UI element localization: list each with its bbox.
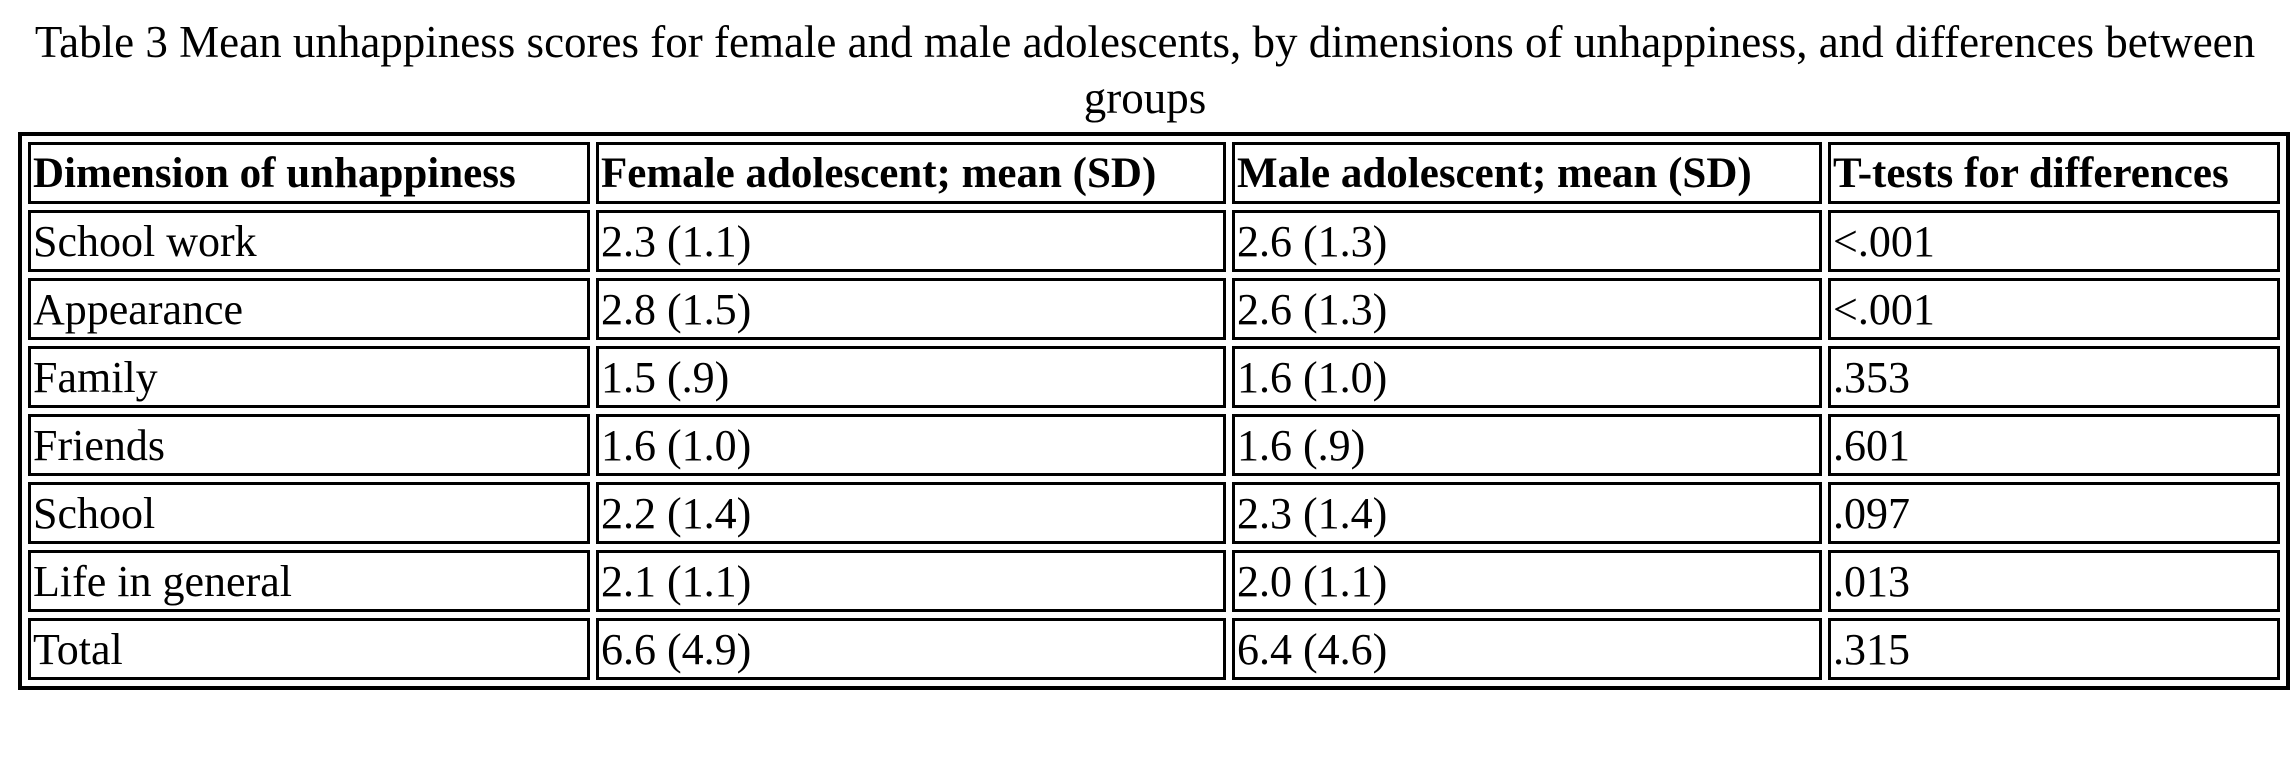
- cell-female: 2.8 (1.5): [596, 278, 1226, 340]
- data-table: Dimension of unhappiness Female adolesce…: [18, 132, 2290, 690]
- cell-dimension: Appearance: [28, 278, 590, 340]
- cell-ttest: .097: [1828, 482, 2280, 544]
- table-row: School 2.2 (1.4) 2.3 (1.4) .097: [28, 482, 2280, 544]
- table-row: School work 2.3 (1.1) 2.6 (1.3) <.001: [28, 210, 2280, 272]
- table-row: Friends 1.6 (1.0) 1.6 (.9) .601: [28, 414, 2280, 476]
- header-row: Dimension of unhappiness Female adolesce…: [28, 142, 2280, 204]
- cell-dimension: School work: [28, 210, 590, 272]
- cell-dimension: School: [28, 482, 590, 544]
- cell-female: 2.2 (1.4): [596, 482, 1226, 544]
- cell-male: 1.6 (1.0): [1232, 346, 1822, 408]
- cell-dimension: Family: [28, 346, 590, 408]
- cell-male: 2.0 (1.1): [1232, 550, 1822, 612]
- cell-ttest: .315: [1828, 618, 2280, 680]
- cell-ttest: .013: [1828, 550, 2280, 612]
- cell-ttest: <.001: [1828, 210, 2280, 272]
- column-header-dimension: Dimension of unhappiness: [28, 142, 590, 204]
- column-header-male: Male adolescent; mean (SD): [1232, 142, 1822, 204]
- cell-ttest: .601: [1828, 414, 2280, 476]
- cell-male: 2.6 (1.3): [1232, 278, 1822, 340]
- cell-dimension: Total: [28, 618, 590, 680]
- cell-female: 1.5 (.9): [596, 346, 1226, 408]
- table-row: Family 1.5 (.9) 1.6 (1.0) .353: [28, 346, 2280, 408]
- cell-male: 2.3 (1.4): [1232, 482, 1822, 544]
- table-caption: Table 3 Mean unhappiness scores for fema…: [34, 17, 2256, 123]
- cell-ttest: <.001: [1828, 278, 2280, 340]
- cell-dimension: Life in general: [28, 550, 590, 612]
- table-row: Life in general 2.1 (1.1) 2.0 (1.1) .013: [28, 550, 2280, 612]
- table-row: Appearance 2.8 (1.5) 2.6 (1.3) <.001: [28, 278, 2280, 340]
- cell-dimension: Friends: [28, 414, 590, 476]
- cell-ttest: .353: [1828, 346, 2280, 408]
- table-row: Total 6.6 (4.9) 6.4 (4.6) .315: [28, 618, 2280, 680]
- cell-female: 2.3 (1.1): [596, 210, 1226, 272]
- column-header-female: Female adolescent; mean (SD): [596, 142, 1226, 204]
- cell-male: 2.6 (1.3): [1232, 210, 1822, 272]
- column-header-ttest: T-tests for differences: [1828, 142, 2280, 204]
- cell-female: 2.1 (1.1): [596, 550, 1226, 612]
- cell-female: 6.6 (4.9): [596, 618, 1226, 680]
- cell-male: 1.6 (.9): [1232, 414, 1822, 476]
- cell-male: 6.4 (4.6): [1232, 618, 1822, 680]
- cell-female: 1.6 (1.0): [596, 414, 1226, 476]
